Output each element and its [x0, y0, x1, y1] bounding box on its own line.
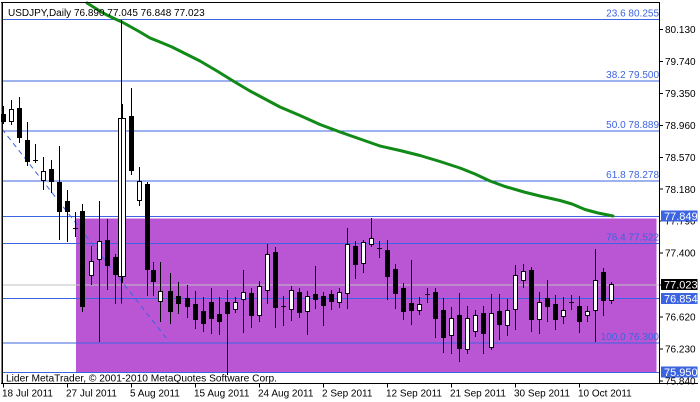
- svg-text:61.8 78.278: 61.8 78.278: [606, 170, 659, 181]
- svg-text:76.620: 76.620: [665, 313, 696, 324]
- svg-text:77.790: 77.790: [665, 217, 696, 228]
- svg-text:Lider MetaTrader, © 2001-2010: Lider MetaTrader, © 2001-2010 MetaQuotes…: [6, 374, 277, 385]
- svg-text:100.0 76.300: 100.0 76.300: [601, 332, 660, 343]
- svg-text:12 Sep 2011: 12 Sep 2011: [386, 389, 442, 400]
- svg-text:79.350: 79.350: [665, 89, 696, 100]
- svg-text:2 Sep 2011: 2 Sep 2011: [322, 389, 373, 400]
- svg-text:21 Sep 2011: 21 Sep 2011: [450, 389, 506, 400]
- svg-text:24 Aug 2011: 24 Aug 2011: [258, 389, 314, 400]
- svg-text:76.854: 76.854: [664, 294, 698, 306]
- svg-text:50.0 78.889: 50.0 78.889: [606, 120, 659, 131]
- svg-text:76.4 77.522: 76.4 77.522: [606, 233, 659, 244]
- svg-text:75.840: 75.840: [665, 376, 696, 387]
- svg-text:23.6 80.255: 23.6 80.255: [606, 9, 659, 20]
- svg-text:77.849: 77.849: [664, 211, 698, 223]
- svg-text:75.950: 75.950: [664, 367, 698, 379]
- svg-text:5 Aug 2011: 5 Aug 2011: [130, 389, 180, 400]
- svg-text:77.023: 77.023: [664, 280, 698, 292]
- svg-text:78.570: 78.570: [665, 153, 696, 164]
- svg-text:77.400: 77.400: [665, 249, 696, 260]
- svg-text:30 Sep 2011: 30 Sep 2011: [514, 389, 570, 400]
- svg-text:78.960: 78.960: [665, 121, 696, 132]
- svg-text:USDJPY,Daily 76.890 77.045 76: USDJPY,Daily 76.890 77.045 76.848 77.023: [8, 8, 205, 19]
- svg-text:27 Jul 2011: 27 Jul 2011: [66, 389, 117, 400]
- svg-text:18 Jul 2011: 18 Jul 2011: [2, 389, 53, 400]
- svg-text:15 Aug 2011: 15 Aug 2011: [194, 389, 250, 400]
- svg-text:38.2 79.500: 38.2 79.500: [606, 70, 659, 81]
- svg-text:76.230: 76.230: [665, 345, 696, 356]
- svg-text:79.740: 79.740: [665, 57, 696, 68]
- svg-text:78.180: 78.180: [665, 185, 696, 196]
- svg-text:80.130: 80.130: [665, 25, 696, 36]
- svg-text:10 Oct 2011: 10 Oct 2011: [578, 389, 632, 400]
